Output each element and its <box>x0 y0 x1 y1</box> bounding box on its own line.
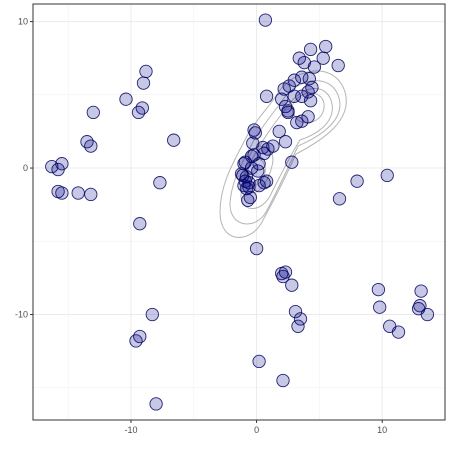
data-point <box>285 278 299 292</box>
data-point <box>287 89 301 103</box>
data-point <box>167 133 181 147</box>
data-point <box>275 92 289 106</box>
data-point <box>71 186 85 200</box>
data-point <box>332 192 347 206</box>
data-point <box>290 115 304 130</box>
data-point <box>413 299 427 313</box>
density-contour-outer <box>219 70 347 238</box>
data-point <box>133 329 147 344</box>
x-tick-label: -10 <box>124 425 137 435</box>
data-point <box>303 94 318 108</box>
data-point <box>420 307 435 322</box>
data-point <box>252 354 266 369</box>
data-point <box>119 92 133 106</box>
data-point <box>281 105 295 120</box>
data-point <box>248 126 262 140</box>
data-point <box>276 269 290 284</box>
data-point <box>331 58 345 73</box>
data-point <box>259 174 274 188</box>
data-point <box>391 325 406 339</box>
data-point <box>414 284 428 298</box>
density-contours <box>219 70 347 238</box>
data-point <box>252 178 266 193</box>
data-point <box>242 180 256 194</box>
data-point <box>276 373 290 388</box>
data-point <box>293 312 308 326</box>
data-point <box>295 70 309 84</box>
data-point <box>86 105 100 120</box>
data-point <box>307 60 322 74</box>
data-point <box>251 164 265 178</box>
x-tick-label: 0 <box>254 425 259 435</box>
data-point <box>303 42 318 57</box>
data-point <box>319 39 333 54</box>
data-point <box>243 190 257 205</box>
data-point <box>84 187 98 202</box>
data-point <box>259 89 274 103</box>
density-contour-5 <box>244 145 274 194</box>
data-point <box>373 300 387 314</box>
data-point <box>278 135 293 149</box>
density-contour-3 <box>240 88 333 209</box>
density-contour-2 <box>229 80 341 225</box>
data-point <box>295 114 309 128</box>
data-point <box>84 139 98 153</box>
data-point <box>371 282 386 297</box>
x-tick-label: 10 <box>377 425 387 435</box>
data-point <box>380 168 394 183</box>
data-point <box>55 157 69 171</box>
data-point <box>272 124 286 139</box>
data-point <box>288 304 303 319</box>
data-point <box>45 159 59 174</box>
data-point <box>292 51 306 65</box>
data-point <box>285 155 299 169</box>
data-point <box>139 64 153 79</box>
panel-border <box>32 3 446 421</box>
data-point <box>135 101 149 115</box>
data-point <box>291 319 305 333</box>
y-tick-label: 10 <box>18 17 28 27</box>
data-point <box>153 176 167 190</box>
data-point <box>145 307 159 322</box>
y-tick-label: 0 <box>23 163 28 173</box>
axes: -10 0 10 -10 0 10 <box>15 17 387 435</box>
data-points <box>45 13 435 411</box>
data-point <box>258 13 273 27</box>
data-point <box>278 265 293 279</box>
data-point <box>55 186 69 200</box>
data-point <box>277 82 291 96</box>
data-point <box>249 241 264 256</box>
data-point <box>136 76 151 90</box>
data-point <box>305 80 319 95</box>
data-point <box>149 397 163 411</box>
y-tick-label: -10 <box>15 310 28 320</box>
data-point <box>133 217 147 231</box>
data-point <box>266 139 280 153</box>
data-point <box>350 174 364 188</box>
plot-panel <box>33 4 445 420</box>
